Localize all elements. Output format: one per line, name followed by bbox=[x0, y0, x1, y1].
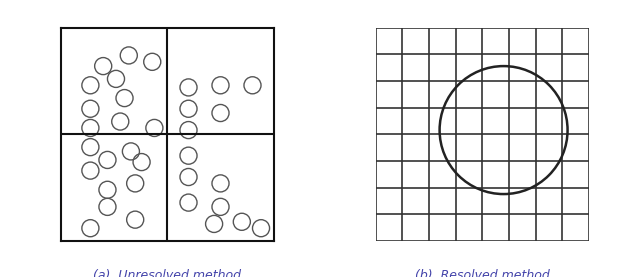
Text: (b)  Resolved method: (b) Resolved method bbox=[415, 269, 550, 277]
Text: (a)  Unresolved method: (a) Unresolved method bbox=[93, 269, 241, 277]
